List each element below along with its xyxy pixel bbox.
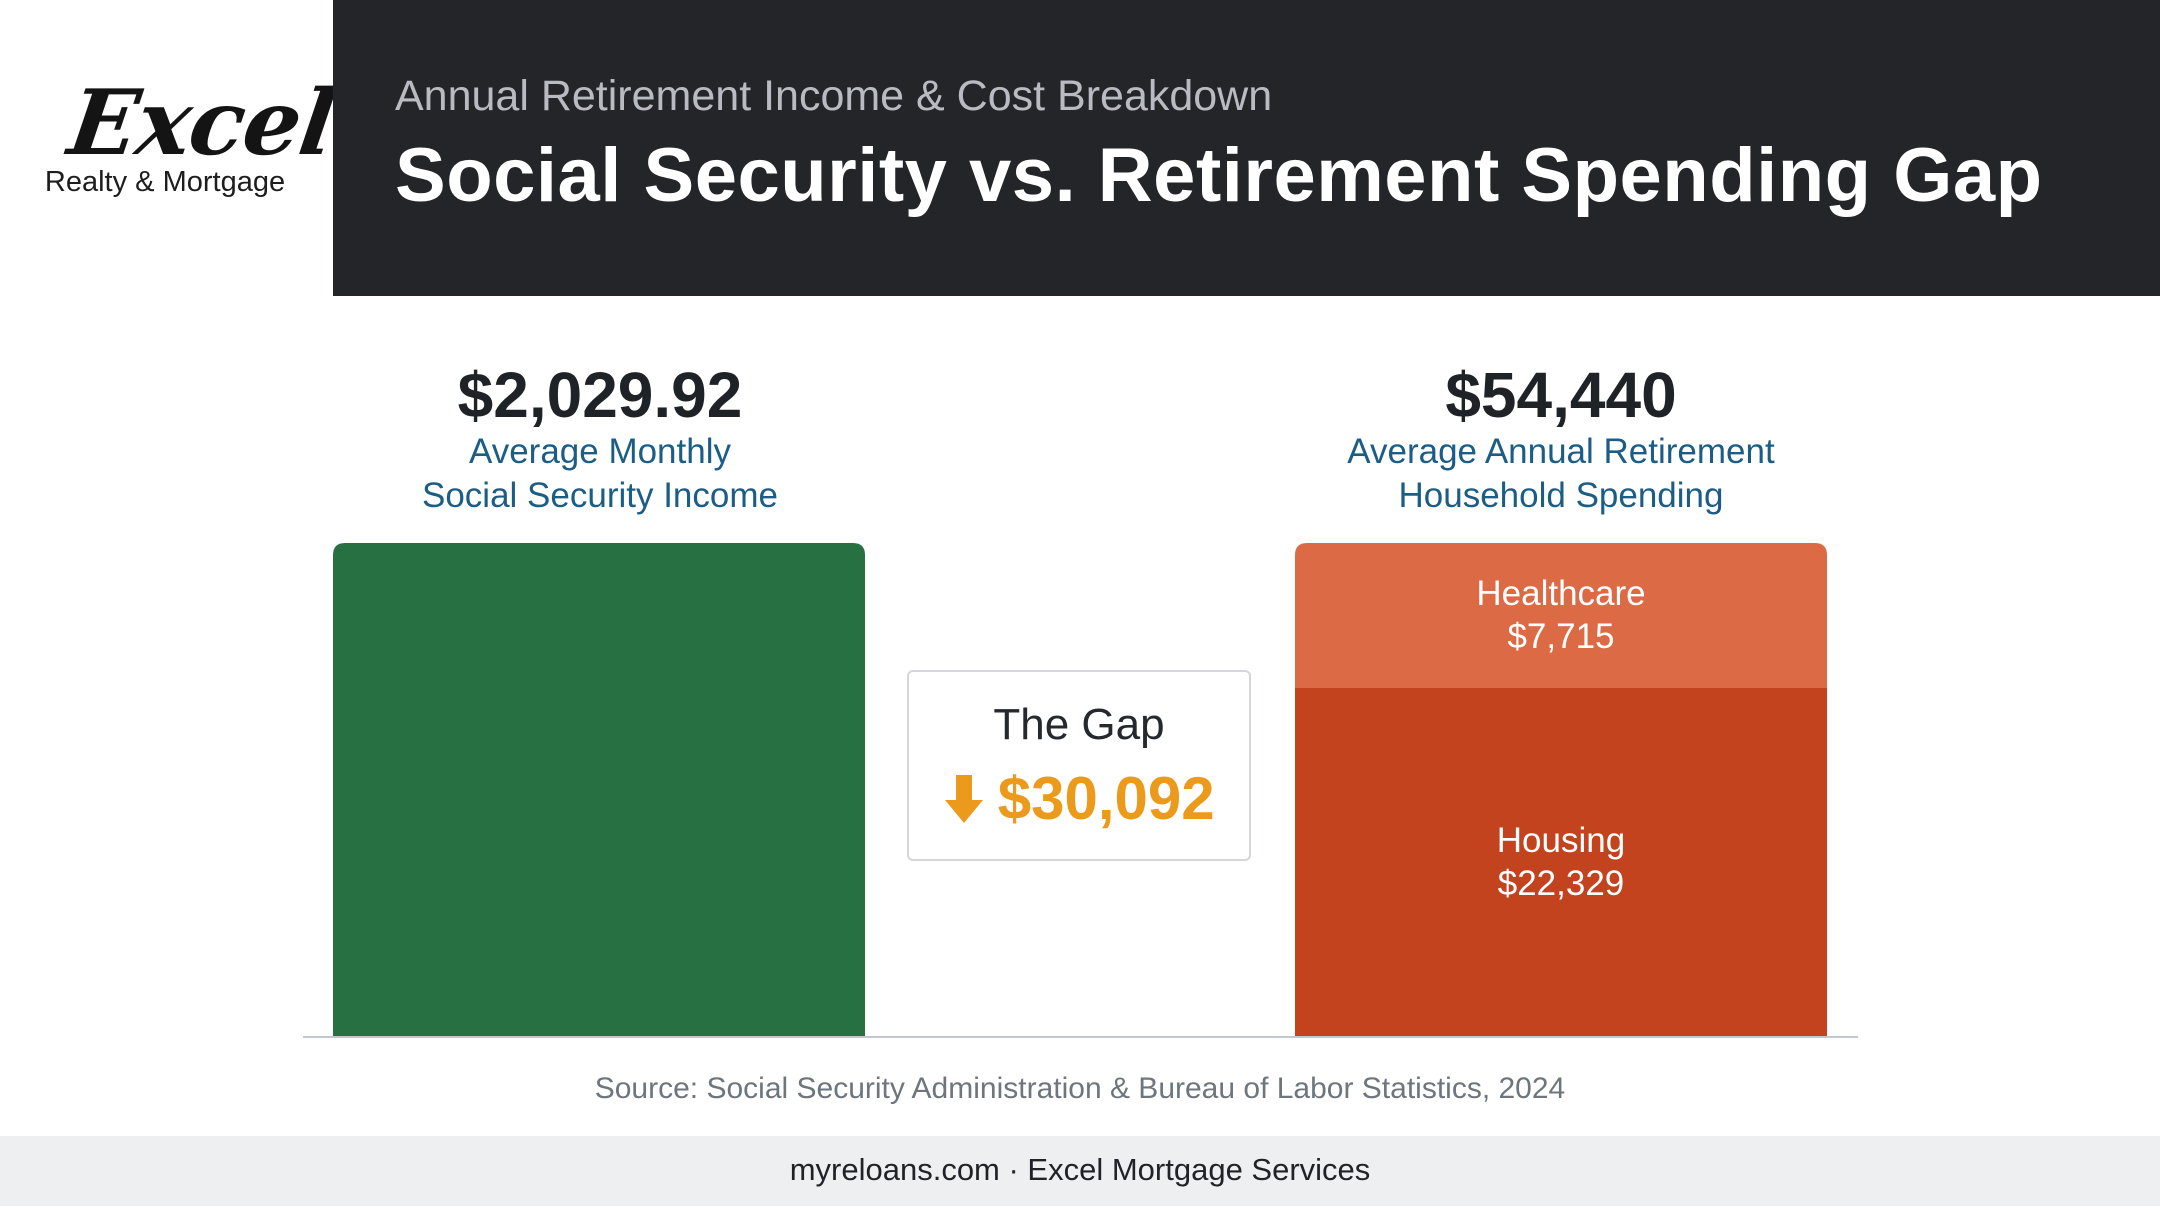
footer-text: myreloans.com · Excel Mortgage Services [789, 1152, 1371, 1187]
income-description: Average Monthly Social Security Income [330, 430, 870, 518]
income-bar [333, 543, 865, 1037]
down-arrow-icon [945, 774, 984, 823]
spending-value-label: $54,440 [1445, 359, 1677, 431]
income-description-line-2: Social Security Income [422, 476, 778, 515]
income-value-label: $2,029.92 [457, 359, 743, 431]
gap-title: The Gap [993, 700, 1165, 749]
logo-subtitle: Realty & Mortgage [44, 166, 286, 198]
footer-band: myreloans.com · Excel Mortgage Services [0, 1136, 2160, 1206]
page-title: Social Security vs. Retirement Spending … [395, 133, 2043, 218]
housing-name: Housing [1496, 821, 1626, 860]
healthcare-name: Healthcare [1476, 574, 1646, 613]
housing-bar-segment [1295, 688, 1827, 1037]
logo: Excel Realty & Mortgage [0, 0, 341, 296]
header-band: Annual Retirement Income & Cost Breakdow… [333, 0, 2160, 296]
source-note: Source: Social Security Administration &… [594, 1072, 1566, 1105]
housing-segment-label: Housing $22,329 [1295, 819, 1827, 905]
gap-value-row: $30,092 [909, 764, 1249, 833]
gap-value: $30,092 [997, 765, 1215, 832]
healthcare-segment-label: Healthcare $7,715 [1295, 572, 1827, 658]
gap-card: The Gap $30,092 [907, 670, 1251, 861]
spending-description: Average Annual Retirement Household Spen… [1291, 430, 1831, 518]
healthcare-bar-segment [1295, 543, 1827, 688]
housing-value: $22,329 [1497, 864, 1625, 903]
income-description-line-1: Average Monthly [468, 432, 731, 471]
header-kicker: Annual Retirement Income & Cost Breakdow… [395, 72, 1273, 120]
healthcare-value: $7,715 [1507, 617, 1615, 656]
spending-description-line-2: Household Spending [1398, 476, 1724, 515]
spending-description-line-1: Average Annual Retirement [1347, 432, 1775, 471]
